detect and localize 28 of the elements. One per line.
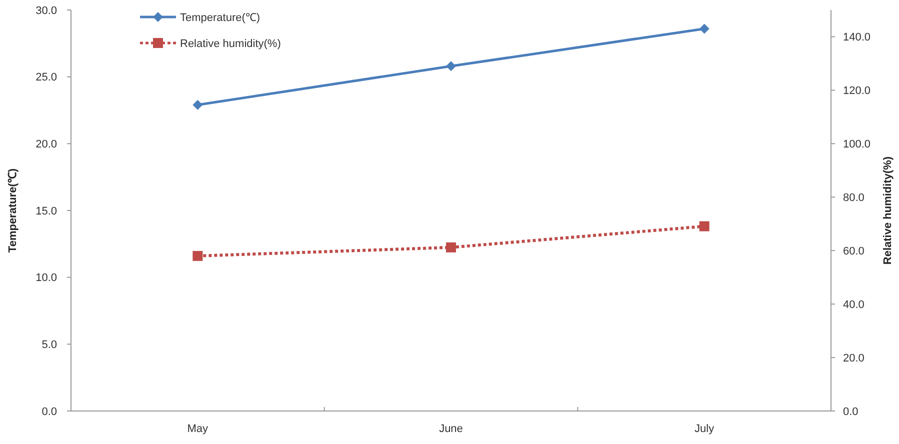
point xyxy=(192,250,203,261)
y-tick-label: 30.0 xyxy=(36,4,57,17)
y-tick-label: 10.0 xyxy=(36,272,57,284)
y-tick-label: 5.0 xyxy=(42,339,57,352)
y-tick-label: 0.0 xyxy=(42,406,57,418)
y2-tick-label: 0.0 xyxy=(843,406,858,418)
point xyxy=(446,61,456,72)
x-tick-label: July xyxy=(694,423,715,435)
x-tick-label: June xyxy=(439,423,463,435)
y2-tick-label: 20.0 xyxy=(843,352,864,364)
y2-tick-label: 140.0 xyxy=(843,32,871,44)
x-tick-label: May xyxy=(187,423,209,435)
point xyxy=(699,24,710,34)
y-tick-label: 20.0 xyxy=(36,138,57,151)
y2-tick-label: 120.0 xyxy=(843,85,871,98)
y2-tick-label: 40.0 xyxy=(843,298,864,311)
y-axis-title: Temperature(℃) xyxy=(7,168,19,253)
y-tick-label: 15.0 xyxy=(36,205,57,218)
y-tick-label: 25.0 xyxy=(36,72,57,84)
point xyxy=(446,242,456,252)
legend-label: Relative humidity(%) xyxy=(180,38,281,50)
y2-tick-label: 80.0 xyxy=(843,192,864,204)
y2-axis-title: Relative humidity(%) xyxy=(882,156,894,265)
point xyxy=(192,100,203,110)
point xyxy=(699,221,710,232)
y2-tick-label: 100.0 xyxy=(843,138,871,151)
legend-label: Temperature(℃) xyxy=(180,12,260,24)
y2-tick-label: 60.0 xyxy=(843,245,864,258)
